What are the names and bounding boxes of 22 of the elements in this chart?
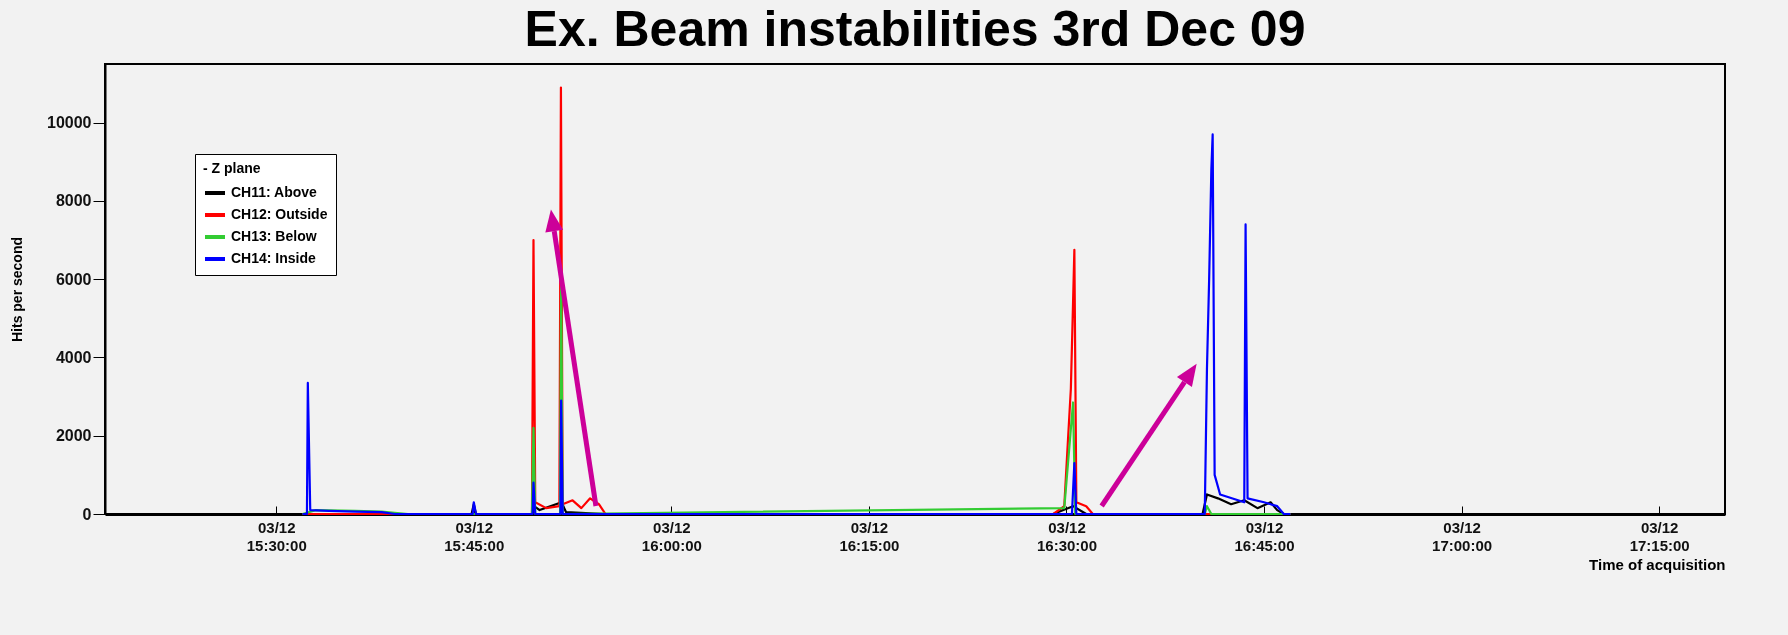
y-tick-label: 2000 [55,427,92,445]
y-tick-label: 8000 [55,192,92,210]
legend-label: CH12: Outside [231,206,328,222]
x-tick-label: 03/12 16:30:00 [1036,518,1097,554]
y-tick-label: 6000 [55,270,92,288]
x-tick-label: 03/12 17:15:00 [1629,518,1690,554]
x-axis-title: Time of acquisition [1589,555,1726,573]
x-tick-label: 03/12 16:15:00 [839,518,900,554]
chart-title: Ex. Beam instabilities 3rd Dec 09 [524,1,1306,57]
x-tick-label: 03/12 15:30:00 [246,518,307,554]
legend-title: - Z plane [203,160,261,176]
x-tick-label: 03/12 16:00:00 [641,518,702,554]
y-tick-label: 10000 [47,114,92,132]
legend-label: CH13: Below [231,228,317,244]
y-tick-label: 0 [82,505,92,523]
x-tick-label: 03/12 16:45:00 [1234,518,1295,554]
y-axis-title: Hits per second [9,236,26,343]
legend-label: CH11: Above [231,184,318,200]
x-tick-label: 03/12 17:00:00 [1432,518,1493,554]
y-tick-label: 4000 [55,348,92,366]
x-tick-label: 03/12 15:45:00 [444,518,505,554]
legend-label: CH14: Inside [231,250,317,266]
